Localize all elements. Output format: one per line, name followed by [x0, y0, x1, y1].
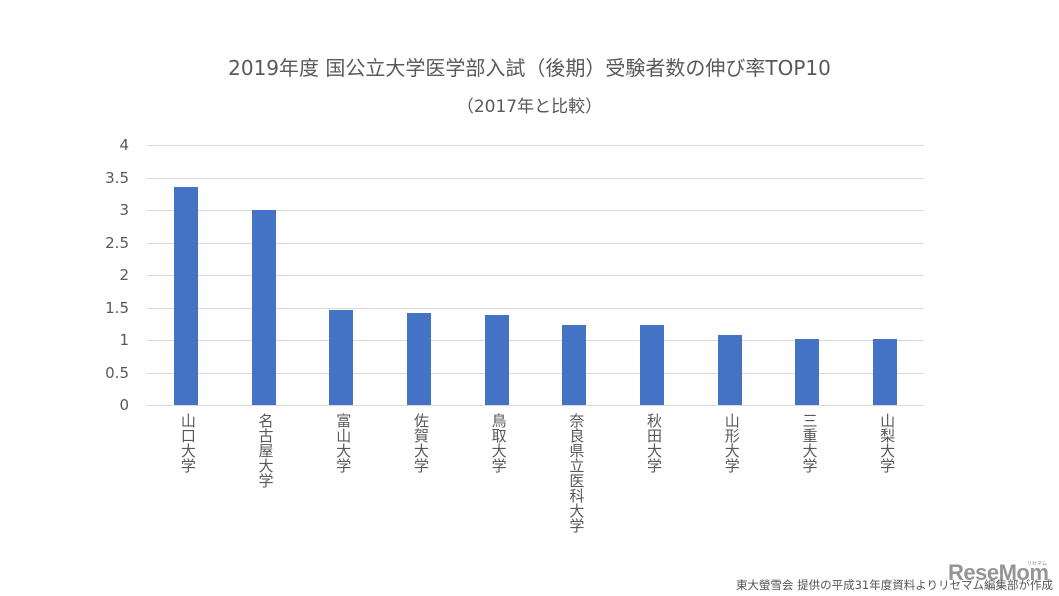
- gridline: [147, 145, 924, 146]
- x-tick-label: 山口大学: [178, 413, 197, 473]
- x-tick-label: 富山大学: [334, 413, 353, 473]
- gridline: [147, 275, 924, 276]
- gridline: [147, 307, 924, 309]
- y-tick-label: 0: [119, 396, 129, 414]
- resemom-logo: ReseMom: [948, 560, 1049, 585]
- gridline: [147, 242, 924, 244]
- y-tick-label: 3: [119, 201, 129, 219]
- x-tick-label: 奈良県立医科大学: [567, 413, 586, 533]
- y-tick-label: 2: [119, 266, 129, 284]
- gridline: [147, 177, 924, 179]
- bar: [484, 315, 509, 405]
- bar: [640, 325, 665, 405]
- bar: [329, 310, 354, 405]
- y-tick-label: 2.5: [105, 233, 129, 252]
- gridline: [147, 405, 924, 406]
- bar: [717, 334, 742, 405]
- x-tick-label: 秋田大学: [645, 413, 664, 473]
- y-tick-label: 3.5: [105, 168, 129, 187]
- y-tick-label: 0.5: [105, 363, 129, 382]
- y-tick-label: 4: [119, 136, 129, 154]
- x-tick-label: 佐賀大学: [411, 413, 430, 473]
- source-note: 東大螢雪会 提供の平成31年度資料よりリセマム編集部が作成: [735, 578, 1053, 592]
- plot-area: [147, 145, 924, 406]
- gridline: [147, 210, 924, 211]
- resemom-logo-ruby: リセマム: [1027, 561, 1048, 567]
- y-tick-label: 1.5: [105, 298, 129, 317]
- x-tick-label: 山形大学: [722, 413, 741, 473]
- chart-title: 2019年度 国公立大学医学部入試（後期）受験者数の伸び率TOP10: [228, 56, 831, 80]
- y-tick-label: 1: [119, 331, 129, 349]
- chart-subtitle: （2017年と比較）: [456, 97, 603, 117]
- bar: [562, 325, 587, 405]
- x-tick-label: 三重大学: [800, 413, 819, 473]
- x-tick-label: 鳥取大学: [489, 413, 508, 473]
- bar: [406, 312, 431, 405]
- bar: [173, 187, 198, 405]
- gridline: [147, 340, 924, 341]
- bar: [251, 210, 276, 405]
- x-tick-label: 山梨大学: [878, 413, 897, 473]
- bar: [795, 338, 820, 405]
- gridline: [147, 372, 924, 374]
- bar: [873, 338, 898, 405]
- x-tick-label: 名古屋大学: [256, 413, 275, 488]
